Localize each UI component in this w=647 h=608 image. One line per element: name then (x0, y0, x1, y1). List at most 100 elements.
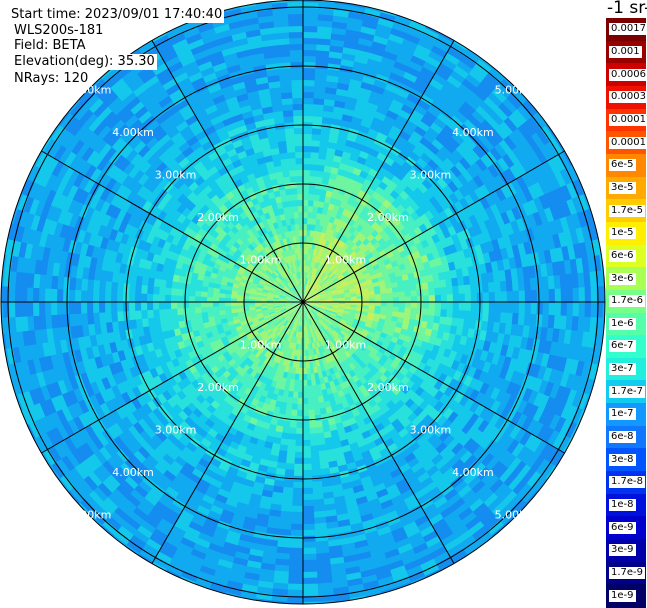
ppi-cell (393, 302, 400, 307)
ppi-cell (290, 518, 303, 525)
ppi-cell (92, 301, 99, 313)
ppi-cell (8, 285, 15, 302)
ppi-cell (152, 294, 159, 302)
ppi-cell (513, 302, 520, 314)
ppi-cell (291, 512, 303, 519)
ppi-cell (291, 188, 298, 195)
ppi-cell (303, 151, 311, 158)
ppi-cell (290, 524, 303, 531)
ppi-cell (303, 416, 310, 423)
ppi-cell (307, 386, 312, 393)
ppi-cell (302, 458, 311, 465)
ppi-cell (303, 25, 319, 32)
ppi-cell (537, 302, 544, 316)
ppi-cell (303, 13, 319, 20)
ppi-cell (387, 302, 394, 307)
ppi-cell (287, 584, 303, 591)
ppi-cell (32, 287, 39, 302)
ppi-cell (507, 302, 514, 314)
ppi-cell (567, 302, 574, 317)
ppi-cell (116, 291, 123, 302)
ppi-cell (8, 301, 15, 318)
ppi-cell (104, 291, 111, 302)
ppi-cell (303, 127, 313, 134)
ppi-cell (44, 301, 51, 316)
ppi-cell (286, 590, 303, 597)
ppi-cell (158, 294, 165, 302)
ppi-cell (302, 506, 314, 513)
ppi-cell (302, 590, 319, 597)
ppi-cell (292, 85, 304, 92)
ppi-cell (287, 578, 303, 585)
ppi-cell (306, 374, 311, 381)
ppi-cell (152, 301, 159, 309)
ppi-cell (86, 301, 93, 313)
ppi-cell (591, 302, 598, 319)
ppi-cell (170, 301, 177, 308)
ppi-cell (471, 302, 478, 312)
ppi-cell (303, 169, 310, 176)
ppi-cell (555, 302, 562, 317)
ppi-cell (26, 301, 33, 317)
ppi-cell (302, 554, 317, 561)
ppi-cell (56, 288, 63, 302)
ppi-cell (302, 548, 316, 555)
ppi-cell (289, 548, 303, 555)
ppi-cell (296, 169, 303, 176)
ppi-cell (177, 308, 184, 315)
ppi-cell (302, 512, 314, 519)
ppi-cell (585, 302, 592, 318)
ppi-cell (291, 506, 303, 513)
ppi-cell (543, 302, 550, 316)
ppi-cell (289, 542, 303, 549)
ppi-cell (579, 302, 586, 318)
ppi-cell (375, 302, 382, 306)
ppi-cell (298, 386, 303, 393)
ppi-cell (62, 301, 69, 315)
ppi-cell (307, 380, 312, 387)
ppi-cell (309, 182, 316, 189)
ppi-cell (303, 49, 317, 56)
ppi-cell (68, 301, 75, 314)
ppi-cell (303, 181, 310, 188)
ppi-cell (303, 223, 307, 230)
ppi-cell (116, 301, 123, 312)
ppi-cell (294, 217, 299, 224)
ppi-cell (236, 298, 243, 302)
ppi-cell (302, 488, 313, 495)
ppi-cell (293, 470, 303, 477)
ppi-cell (218, 297, 225, 302)
ppi-cell (302, 560, 317, 567)
ppi-cell (303, 145, 312, 152)
ppi-cell (298, 392, 303, 399)
ppi-cell (292, 200, 298, 207)
ppi-cell (423, 302, 430, 309)
ppi-cell (296, 163, 304, 170)
ppi-cell (549, 302, 556, 316)
ppi-cell (183, 308, 190, 315)
ppi-cell (302, 572, 318, 579)
ppi-cell (164, 294, 171, 302)
ppi-cell (501, 302, 508, 314)
ppi-cell (297, 398, 303, 405)
ppi-cell (302, 566, 317, 573)
ppi-cell (303, 19, 319, 26)
ppi-cell (303, 85, 315, 92)
ppi-cell (303, 67, 316, 74)
ppi-cell (303, 133, 312, 140)
ppi-cell (302, 494, 313, 501)
ppi-cell (307, 392, 313, 399)
ppi-cell (381, 302, 388, 307)
ppi-cell (292, 194, 298, 201)
ppi-cell (302, 434, 310, 441)
ppi-cell (309, 415, 316, 422)
ppi-cell (306, 368, 310, 375)
ppi-cell (128, 301, 135, 311)
ppi-cell (303, 61, 317, 68)
ppi-cell (303, 229, 307, 236)
ppi-cell (212, 297, 219, 302)
ppi-cell (519, 302, 526, 315)
ppi-cell (20, 286, 27, 302)
ppi-cell (302, 482, 313, 489)
ppi-cell (306, 362, 310, 369)
